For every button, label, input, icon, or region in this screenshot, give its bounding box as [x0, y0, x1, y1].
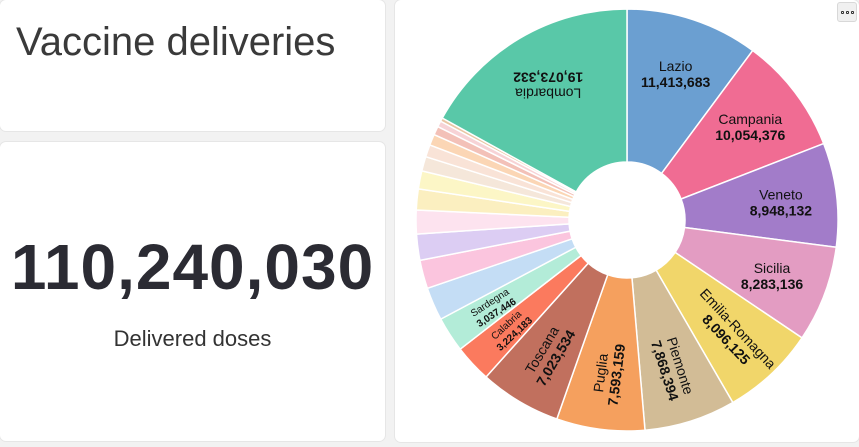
- slice-value-puglia: 7,593,159: [604, 343, 628, 407]
- slice-label-veneto: Veneto: [759, 186, 803, 202]
- donut-hole: [569, 162, 685, 278]
- title-card: Vaccine deliveries: [0, 0, 385, 131]
- more-options-icon[interactable]: [837, 2, 857, 22]
- slice-label-lazio: Lazio: [659, 58, 693, 74]
- slice-label-sicilia: Sicilia: [754, 260, 791, 276]
- delivered-doses-caption: Delivered doses: [113, 326, 272, 351]
- slice-value-campania: 10,054,376: [715, 127, 785, 143]
- slice-value-sicilia: 8,283,136: [741, 276, 803, 292]
- delivered-doses-value: 110,240,030: [10, 231, 375, 303]
- slice-label-lombardia: Lombardia: [515, 86, 581, 102]
- donut-chart: Lazio11,413,683Campania10,054,376Veneto8…: [415, 8, 839, 432]
- slice-label-campania: Campania: [718, 111, 782, 127]
- page-title: Vaccine deliveries: [16, 20, 336, 64]
- slice-label-puglia: Puglia: [590, 352, 611, 393]
- slice-value-lazio: 11,413,683: [641, 74, 711, 90]
- chart-card: Lazio 11,413,683 Campania 10,054,376 Veneto 8…: [395, 0, 859, 442]
- slice-value-veneto: 8,948,132: [750, 202, 812, 218]
- slice-value-lombardia: 19,073,332: [513, 70, 583, 86]
- kpi-card: 110,240,030 Delivered doses: [0, 142, 385, 441]
